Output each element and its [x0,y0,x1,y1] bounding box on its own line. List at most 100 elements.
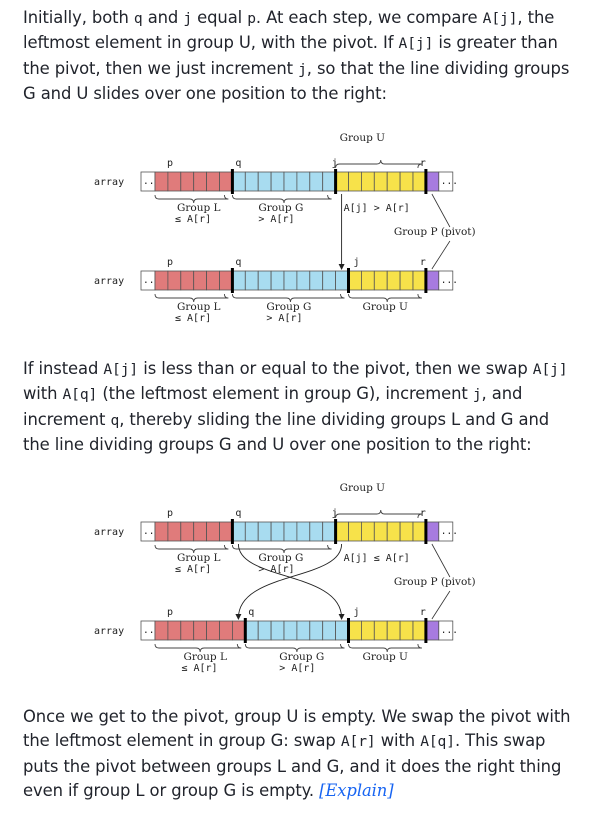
group-u-brace-top [335,159,422,169]
group-g-label-top: Group G [258,202,303,214]
array-cell [206,521,220,542]
array-cell [244,171,259,192]
group-g-label-bottom: Group G [266,301,311,313]
r-index-label: r [420,607,426,618]
group-l-label-bottom: Group L [183,651,227,663]
group-l-cond-top: ≤ A[r] [175,564,211,575]
group-u-brace-top [335,509,422,519]
compare-label: A[j] > A[r] [344,203,410,214]
array-cell [257,270,272,291]
array-cell [309,521,324,542]
array-cell [257,521,272,542]
array-cell [270,521,285,542]
array-cell [244,270,259,291]
inline-code: A[q] [62,386,98,404]
group-g-label-bottom: Group G [279,651,324,663]
group-u-label-top: Group U [340,132,386,144]
r-index-label: r [420,257,426,268]
group-l-brace-top [154,544,229,554]
group-g-brace-top [231,194,332,204]
inline-code: A[j] [398,35,434,53]
ellipsis: ... [441,176,458,187]
array-cell [425,620,440,641]
array-cell [348,270,362,291]
array-cell [154,521,169,542]
inline-code: A[r] [340,733,376,751]
group-u-label-bottom: Group U [363,301,409,313]
array-cell [360,171,375,192]
ellipsis: ... [143,526,160,537]
array-label: array [94,527,124,538]
array-cell [425,270,440,291]
p-index-label: p [167,607,173,618]
array-cell [283,521,298,542]
array-cell [193,620,207,641]
array-cell [193,521,207,542]
inline-code: q [133,10,143,27]
array-cell [386,270,401,291]
array-cell [335,620,349,641]
array-cell [257,620,272,641]
swap-arrow-head [235,614,242,620]
explain-link[interactable]: [Explain] [319,781,394,801]
array-cell [180,171,195,192]
inline-code: q [110,411,120,429]
inline-code: p [247,10,256,27]
ellipsis: ... [441,275,458,286]
group-p-label: Group P (pivot) [394,576,476,588]
array-cell [193,270,207,291]
right-ellipsis-cell [438,620,454,641]
array-cell [309,171,324,192]
group-u-label-top: Group U [340,482,386,494]
q-index-label: q [235,508,241,519]
group-l-cond-bottom: ≤ A[r] [181,663,217,674]
array-cell [270,171,285,192]
array-label: array [94,177,124,188]
group-l-cond-top: ≤ A[r] [175,214,211,225]
group-l-brace-top [154,194,229,204]
array-cell [412,270,427,291]
ellipsis: ... [143,625,160,636]
array-cell [360,270,375,291]
array-cell [154,620,169,641]
group-u-label-bottom: Group U [363,651,409,663]
pivot-paragraph: Once we get to the pivot, group U is emp… [23,707,571,801]
array-cell [322,171,337,192]
array-cell [296,270,311,291]
array-cell [257,171,272,192]
j-index-label: j [332,158,338,169]
ellipsis: ... [441,526,458,537]
array-cell [412,171,427,192]
pivot-pointer-line [431,543,451,578]
array-cell [335,521,349,542]
array-cell [244,521,259,542]
compare-label: A[j] ≤ A[r] [344,553,410,564]
r-index-label: r [420,508,426,519]
inline-code: A[j] [103,361,139,378]
array-cell [270,270,285,291]
array-cell [360,620,375,641]
group-l-cond-bottom: ≤ A[r] [175,313,211,324]
array-cell [386,620,401,641]
array-cell [322,620,337,641]
array-cell [244,620,259,641]
arrow-head [338,264,345,270]
array-cell [348,620,362,641]
j-index-label: j [354,257,360,268]
inline-code: A[j] [532,361,568,378]
inline-code: j [298,60,307,78]
array-cell [296,171,311,192]
array-cell [412,521,427,542]
group-l-label-top: Group L [177,552,221,564]
swap-arrow-head [338,614,345,620]
array-cell [283,171,298,192]
group-g-brace-bottom [244,643,345,653]
array-cell [167,521,182,542]
array-cell [296,521,311,542]
group-g-cond-top: > A[r] [258,564,294,575]
array-cell [206,270,220,291]
array-cell [231,171,246,192]
array-cell [206,171,220,192]
array-cell [386,521,401,542]
